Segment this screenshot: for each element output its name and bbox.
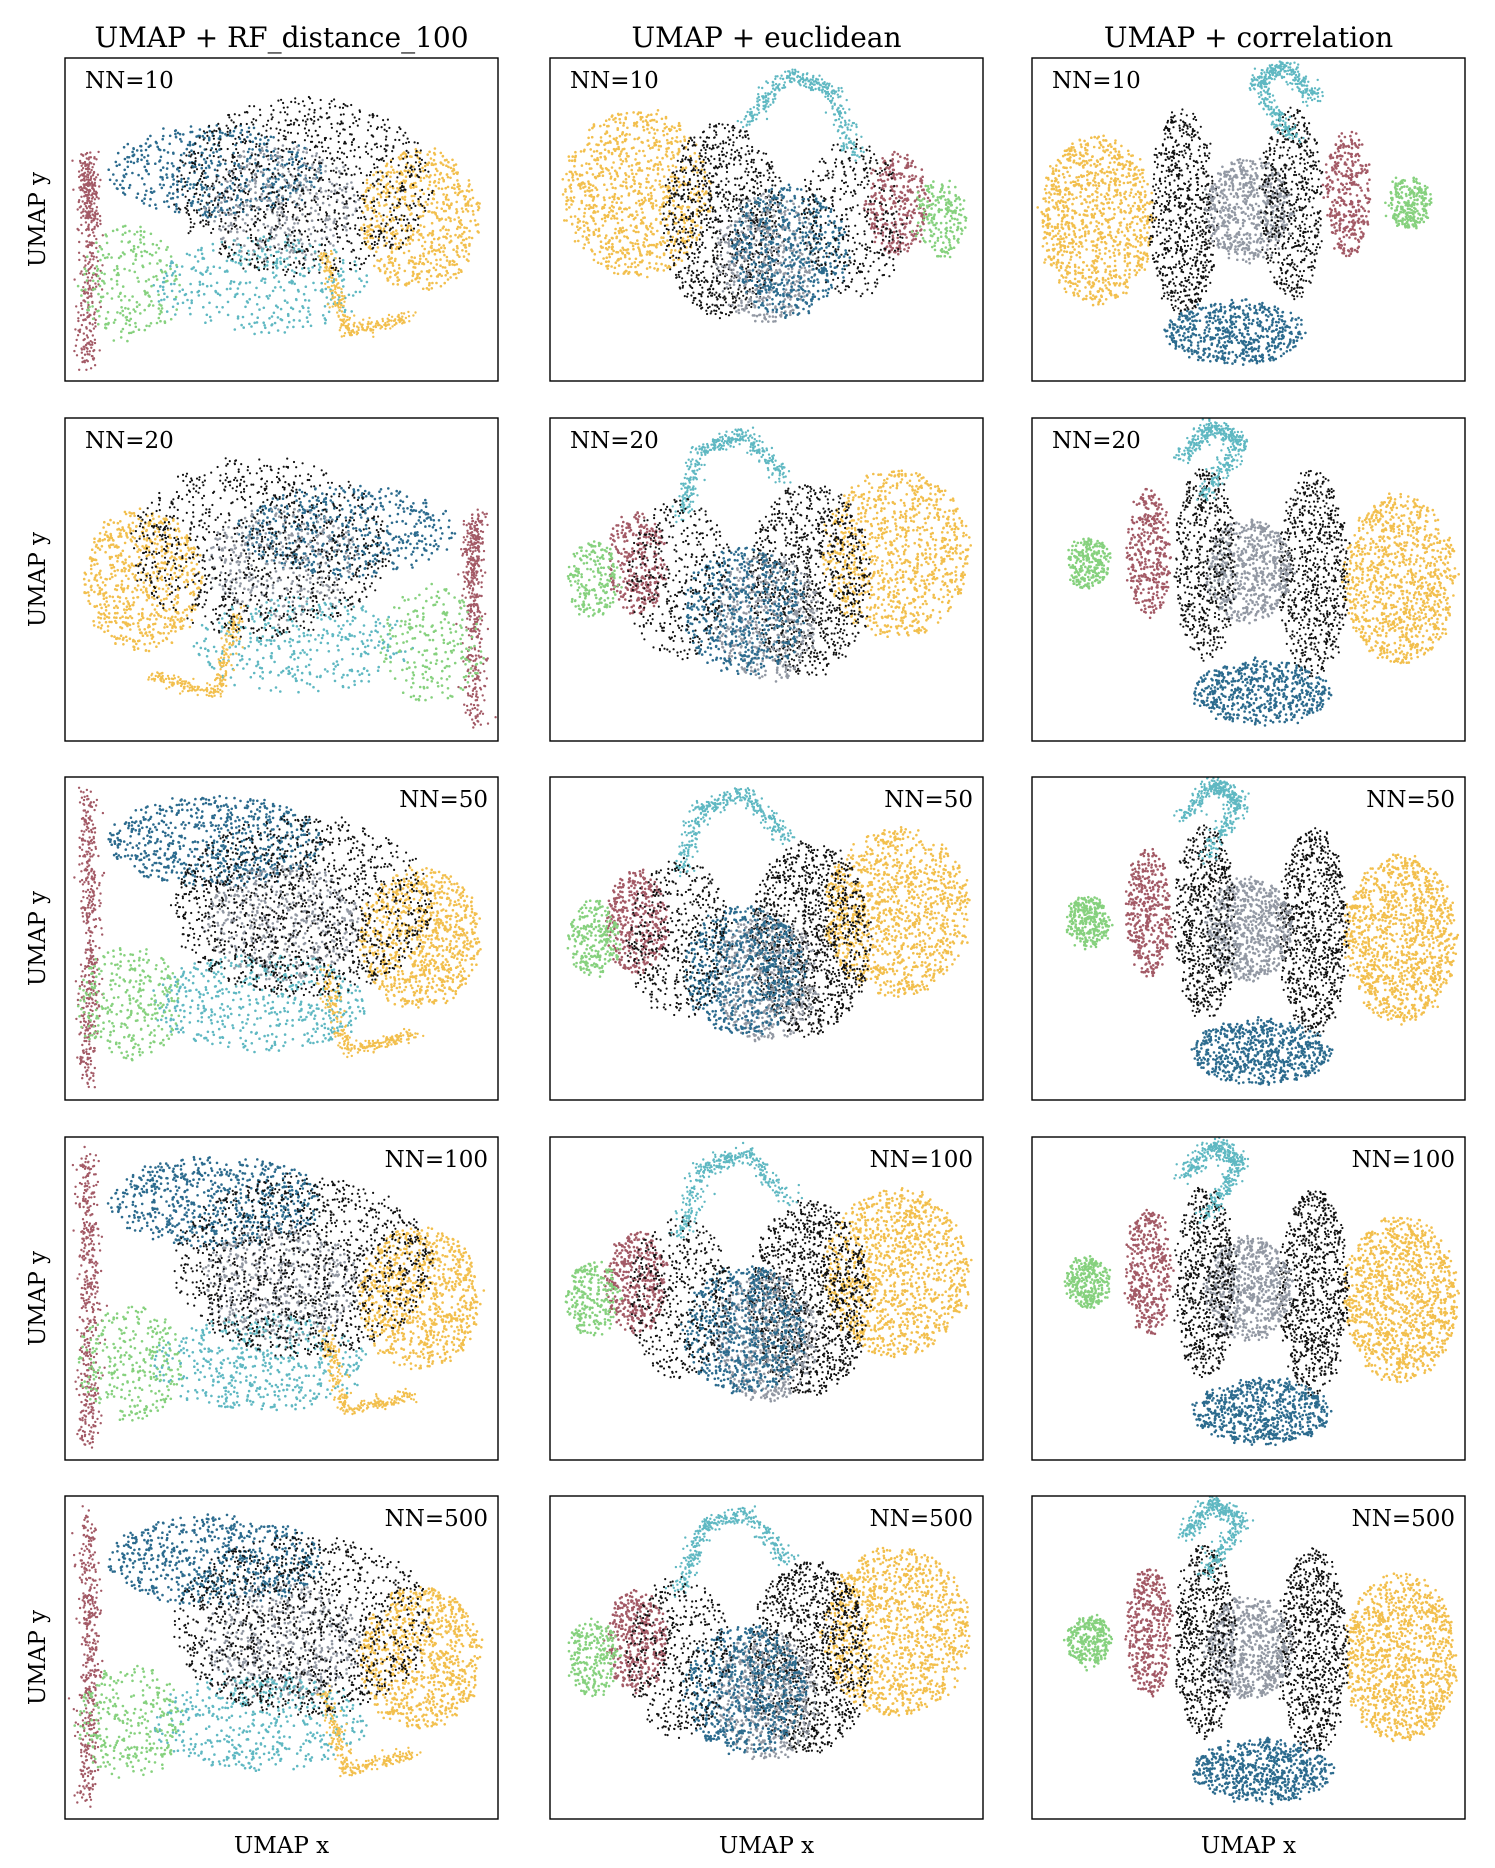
scatter-points — [71, 1145, 486, 1449]
x-axis-label: UMAP x — [1201, 1833, 1296, 1859]
y-axis-label: UMAP y — [25, 532, 51, 627]
nn-label: NN=50 — [884, 787, 973, 813]
panel-r5-c3: NN=500 — [1031, 1495, 1466, 1820]
panel-r3-c3: NN=50 — [1031, 776, 1466, 1101]
y-axis-label: UMAP y — [25, 172, 51, 267]
x-axis-label: UMAP x — [719, 1833, 814, 1859]
panel-r2-c3: NN=20 — [1031, 417, 1466, 742]
nn-label: NN=10 — [1052, 68, 1141, 94]
panel-frame — [1031, 417, 1466, 742]
scatter-points — [566, 426, 973, 683]
panel-frame — [1031, 1136, 1466, 1461]
nn-label: NN=100 — [385, 1147, 488, 1173]
panel-frame — [1031, 1495, 1466, 1820]
nn-label: NN=20 — [85, 428, 174, 454]
panel-r1-c3: NN=10 — [1031, 57, 1466, 382]
nn-label: NN=50 — [399, 787, 488, 813]
scatter-points — [73, 786, 482, 1089]
scatter-points — [566, 787, 971, 1043]
scatter-points — [567, 1505, 971, 1761]
panel-frame — [549, 57, 984, 382]
scatter-points — [561, 68, 968, 323]
scatter-points — [564, 1141, 973, 1403]
y-axis-label: UMAP y — [25, 1610, 51, 1705]
column-title-3: UMAP + correlation — [1104, 21, 1393, 54]
panel-r5-c1: NN=500 — [64, 1495, 499, 1820]
panel-frame — [1031, 57, 1466, 382]
panel-frame — [549, 1495, 984, 1820]
panel-frame — [64, 417, 499, 742]
column-title-2: UMAP + euclidean — [631, 21, 901, 54]
panel-frame — [64, 776, 499, 1101]
panel-frame — [549, 776, 984, 1101]
panel-frame — [64, 1495, 499, 1820]
scatter-points — [1036, 60, 1433, 366]
scatter-points — [67, 1505, 484, 1808]
panel-r4-c3: NN=100 — [1031, 1136, 1466, 1461]
panel-r4-c2: NN=100 — [549, 1136, 984, 1461]
y-axis-label: UMAP y — [25, 891, 51, 986]
nn-label: NN=20 — [570, 428, 659, 454]
nn-label: NN=10 — [85, 68, 174, 94]
panel-frame — [549, 417, 984, 742]
panel-r4-c1: NN=100 — [64, 1136, 499, 1461]
panel-r3-c1: NN=50 — [64, 776, 499, 1101]
nn-label: NN=500 — [870, 1506, 973, 1532]
nn-label: NN=500 — [1352, 1506, 1455, 1532]
nn-label: NN=10 — [570, 68, 659, 94]
panel-frame — [64, 1136, 499, 1461]
panel-r1-c2: NN=10 — [549, 57, 984, 382]
panel-r1-c1: NN=10 — [64, 57, 499, 382]
scatter-points — [1067, 418, 1461, 727]
scatter-points — [82, 457, 497, 729]
nn-label: NN=100 — [1352, 1147, 1455, 1173]
panel-r2-c1: NN=20 — [64, 417, 499, 742]
panel-frame — [549, 1136, 984, 1461]
scatter-points — [1062, 1496, 1458, 1806]
column-title-1: UMAP + RF_distance_100 — [94, 21, 468, 54]
nn-label: NN=500 — [385, 1506, 488, 1532]
nn-label: NN=20 — [1052, 428, 1141, 454]
panel-frame — [1031, 776, 1466, 1101]
nn-label: NN=50 — [1366, 787, 1455, 813]
nn-label: NN=100 — [870, 1147, 973, 1173]
scatter-points — [1063, 1137, 1461, 1447]
x-axis-label: UMAP x — [234, 1833, 329, 1859]
y-axis-label: UMAP y — [25, 1251, 51, 1346]
scatter-points — [1065, 777, 1460, 1086]
panel-frame — [64, 57, 499, 382]
panel-r3-c2: NN=50 — [549, 776, 984, 1101]
scatter-points — [71, 95, 481, 371]
panel-r2-c2: NN=20 — [549, 417, 984, 742]
panel-r5-c2: NN=500 — [549, 1495, 984, 1820]
